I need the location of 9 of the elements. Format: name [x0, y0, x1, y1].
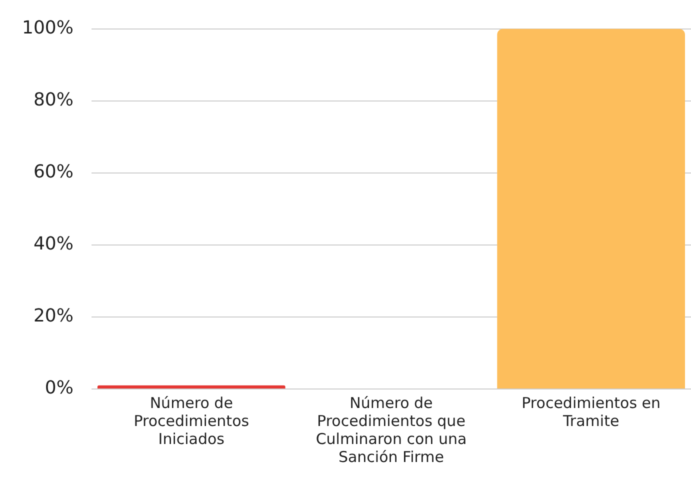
y-tick-label: 60% [33, 162, 74, 183]
y-tick-label: 100% [22, 17, 74, 38]
y-tick-label: 80% [33, 90, 74, 111]
y-tick-label: 40% [33, 234, 74, 255]
y-tick-label: 20% [33, 306, 74, 327]
x-tick-label: Procedimientos en Tramite [522, 394, 661, 430]
y-tick-label: 0% [44, 378, 74, 399]
x-tick-label: Número de Procedimientos Iniciados [134, 394, 250, 448]
x-tick-label: Número de Procedimientos que Culminaron con una Sanción Firme [316, 394, 467, 466]
